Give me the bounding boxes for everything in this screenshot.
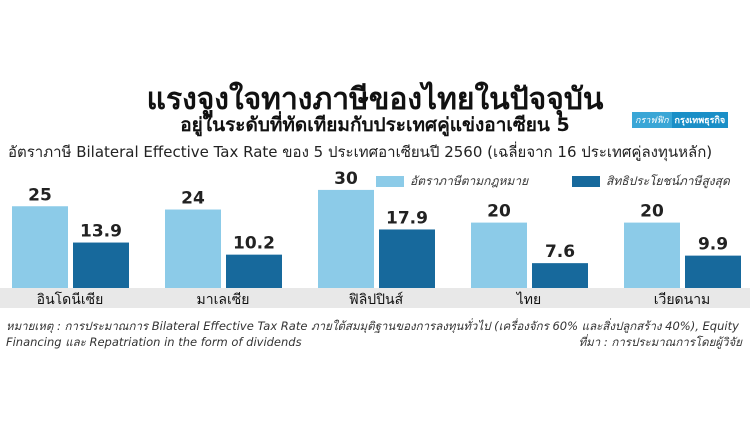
category-label: ไทย	[516, 291, 541, 308]
bar-chart: 25 13.9 อินโดนีเซีย 24 10.2 มาเลเซีย 30 17.9 ฟิล…	[0, 169, 750, 308]
brand-logo: กราฟฟิก กรุงเทพธุรกิจ	[632, 112, 729, 128]
bar	[685, 255, 741, 288]
bar	[318, 189, 374, 288]
category-label: มาเลเซีย	[197, 292, 250, 308]
bar	[226, 254, 282, 288]
bar	[379, 229, 435, 288]
category-label: เวียดนาม	[654, 292, 711, 308]
value-label: 17.9	[386, 208, 428, 228]
axis-band	[0, 288, 750, 308]
value-label: 7.6	[545, 242, 575, 262]
value-label: 13.9	[80, 222, 122, 242]
value-label: 20	[640, 202, 664, 222]
value-label: 20	[487, 202, 511, 222]
bar	[471, 222, 527, 288]
legend-swatch	[572, 176, 600, 187]
value-label: 9.9	[698, 235, 728, 255]
bar	[12, 206, 68, 288]
chart-title: อัตราภาษี Bilateral Effective Tax Rate ข…	[8, 143, 713, 161]
source: ที่มา : การประมาณการโดยผู้วิจัย	[578, 335, 742, 349]
value-label: 25	[28, 185, 52, 205]
legend-item-0: อัตราภาษีตามกฎหมาย	[376, 172, 528, 191]
bar	[532, 263, 588, 288]
value-label: 10.2	[233, 234, 275, 254]
bar	[73, 242, 129, 288]
legend-item-1: สิทธิประโยชน์ภาษีสูงสุด	[572, 172, 730, 191]
bar	[165, 209, 221, 288]
footnote: หมายเหตุ : การประมาณการ Bilateral Effect…	[6, 319, 739, 349]
legend-swatch	[376, 176, 404, 187]
category-label: ฟิลิปปินส์	[349, 291, 404, 308]
value-label: 24	[181, 189, 205, 209]
value-label: 30	[334, 169, 358, 189]
subtitle: อยู่ในระดับที่ทัดเทียมกับประเทศคู่แข่งอา…	[180, 114, 570, 136]
title: แรงจูงใจทางภาษีของไทยในปัจจุบัน	[146, 82, 604, 117]
bar	[624, 222, 680, 288]
category-label: อินโดนีเซีย	[37, 291, 104, 308]
